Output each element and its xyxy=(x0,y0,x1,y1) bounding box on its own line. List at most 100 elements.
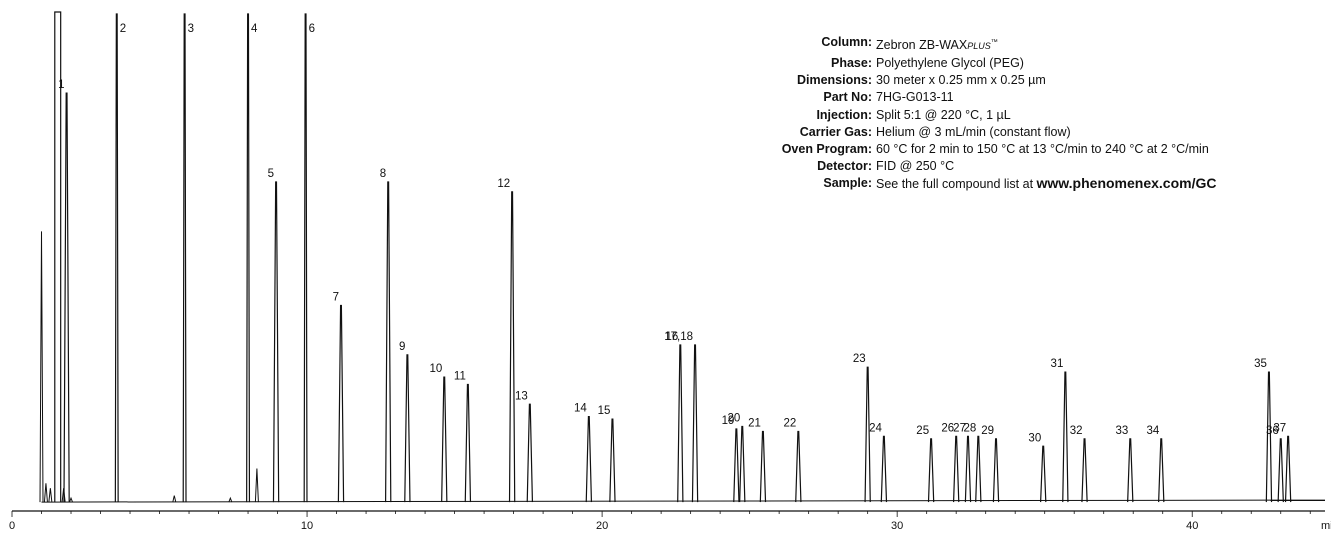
peak-17-18 xyxy=(691,344,699,503)
peak-21 xyxy=(759,430,767,503)
peak-31 xyxy=(1062,371,1069,503)
peak-label: 4 xyxy=(251,23,258,35)
info-value: See the full compound list at www.phenom… xyxy=(876,175,1320,193)
peak-label: 12 xyxy=(497,178,510,190)
peak-label: 15 xyxy=(598,405,611,417)
peak-label: 20 xyxy=(727,412,740,424)
info-label: Carrier Gas: xyxy=(799,124,872,139)
info-row-column: Column: Zebron ZB-WAXPLUS™ xyxy=(650,34,1320,55)
peak-label: 33 xyxy=(1115,425,1128,437)
peak-label: 30 xyxy=(1028,432,1041,444)
peak-26 xyxy=(952,435,960,503)
info-row-phase: Phase: Polyethylene Glycol (PEG) xyxy=(650,55,1320,72)
x-tick-label: 30 xyxy=(891,520,903,532)
peak-22 xyxy=(795,430,802,503)
peak-13 xyxy=(526,403,534,503)
peak-label: 27 xyxy=(953,422,966,434)
info-label: Injection: xyxy=(816,107,872,122)
info-label: Oven Program: xyxy=(781,141,872,156)
peak-label: 13 xyxy=(515,390,528,402)
peak-label: 2 xyxy=(120,23,126,35)
info-label: Sample: xyxy=(823,175,872,190)
peak-7 xyxy=(337,304,345,503)
x-tick-label: 40 xyxy=(1186,520,1198,532)
peak-16 xyxy=(677,344,684,503)
peak-label: 22 xyxy=(784,417,797,429)
peak-label: 11 xyxy=(454,371,466,383)
peak-label: 14 xyxy=(574,403,587,415)
peak-label: 26 xyxy=(941,422,954,434)
info-row-dimensions: Dimensions: 30 meter x 0.25 mm x 0.25 µm xyxy=(650,72,1320,89)
peak-2 xyxy=(114,13,119,503)
info-value: Split 5:1 @ 220 °C, 1 µL xyxy=(876,107,1011,122)
peak-label: 9 xyxy=(399,341,405,353)
peak-12 xyxy=(508,191,516,503)
column-name: Zebron ZB-WAX xyxy=(876,38,968,53)
peak-label: 29 xyxy=(981,425,994,437)
info-row-sample: Sample: See the full compound list at ww… xyxy=(650,175,1320,193)
peak-label: 34 xyxy=(1146,425,1159,437)
info-value: 30 meter x 0.25 mm x 0.25 µm xyxy=(876,73,1046,88)
info-row-carrier-gas: Carrier Gas: Helium @ 3 mL/min (constant… xyxy=(650,124,1320,141)
trademark-mark: ™ xyxy=(990,39,998,46)
info-row-part-no: Part No: 7HG-G013-11 xyxy=(650,89,1320,106)
peak-6 xyxy=(303,13,308,503)
peak-34 xyxy=(1158,438,1165,503)
x-tick-label: 0 xyxy=(9,520,15,532)
x-tick-label: 10 xyxy=(301,520,313,532)
peak-label: 5 xyxy=(268,168,274,180)
peak-20 xyxy=(739,425,746,503)
peak-33 xyxy=(1127,438,1134,503)
info-value: Polyethylene Glycol (PEG) xyxy=(876,56,1024,71)
info-value: Helium @ 3 mL/min (constant flow) xyxy=(876,124,1071,139)
solvent-front-peak xyxy=(48,488,53,503)
peak-label: 24 xyxy=(869,422,882,434)
method-conditions-panel: Column: Zebron ZB-WAXPLUS™ Phase: Polyet… xyxy=(650,34,1320,193)
peak-label: 6 xyxy=(309,23,315,35)
peak-11 xyxy=(464,383,472,503)
minor-peak xyxy=(172,495,177,503)
info-row-oven-program: Oven Program: 60 °C for 2 min to 150 °C … xyxy=(650,141,1320,158)
peak-9 xyxy=(404,354,411,503)
peak-23 xyxy=(864,366,871,503)
peak-label: 7 xyxy=(333,291,339,303)
peak-36 xyxy=(1277,438,1284,503)
peak-label: 16 xyxy=(666,331,679,343)
info-row-detector: Detector: FID @ 250 °C xyxy=(650,158,1320,175)
peak-label: 35 xyxy=(1254,358,1267,370)
peak-label: 10 xyxy=(429,363,442,375)
x-axis-label: min xyxy=(1321,520,1331,532)
minor-peak xyxy=(228,496,233,503)
peak-8 xyxy=(384,181,392,503)
peak-24 xyxy=(880,435,888,503)
info-value: 7HG-G013-11 xyxy=(876,90,954,105)
peak-label: 25 xyxy=(916,425,929,437)
peak-14 xyxy=(585,416,593,503)
peak-29 xyxy=(992,438,1000,503)
info-label: Part No: xyxy=(823,90,872,105)
x-tick-label: 20 xyxy=(596,520,608,532)
peak-label: 3 xyxy=(188,23,194,35)
column-plus-suffix: PLUS xyxy=(967,41,991,52)
peak-label: 23 xyxy=(853,353,866,365)
peak-35 xyxy=(1265,371,1273,503)
peak-label: 37 xyxy=(1273,422,1286,434)
peak-15 xyxy=(609,418,616,503)
peak-1 xyxy=(63,92,70,503)
info-value: Zebron ZB-WAXPLUS™ xyxy=(876,34,1320,55)
peak-25 xyxy=(927,438,935,503)
info-row-injection: Injection: Split 5:1 @ 220 °C, 1 µL xyxy=(650,107,1320,124)
peak-label: 21 xyxy=(748,417,761,429)
info-label: Dimensions: xyxy=(796,73,872,88)
peak-27 xyxy=(964,435,972,503)
info-value: 60 °C for 2 min to 150 °C at 13 °C/min t… xyxy=(876,141,1209,156)
peak-19 xyxy=(733,428,740,503)
minor-peak xyxy=(69,496,73,503)
info-label: Column: xyxy=(821,35,872,49)
peak-4 xyxy=(246,13,251,503)
peak-10 xyxy=(441,376,448,503)
minor-peak xyxy=(254,468,259,503)
website-link[interactable]: www.phenomenex.com/GC xyxy=(1036,174,1217,191)
peak-label: 8 xyxy=(380,168,386,180)
solvent-front-peak xyxy=(43,483,48,503)
